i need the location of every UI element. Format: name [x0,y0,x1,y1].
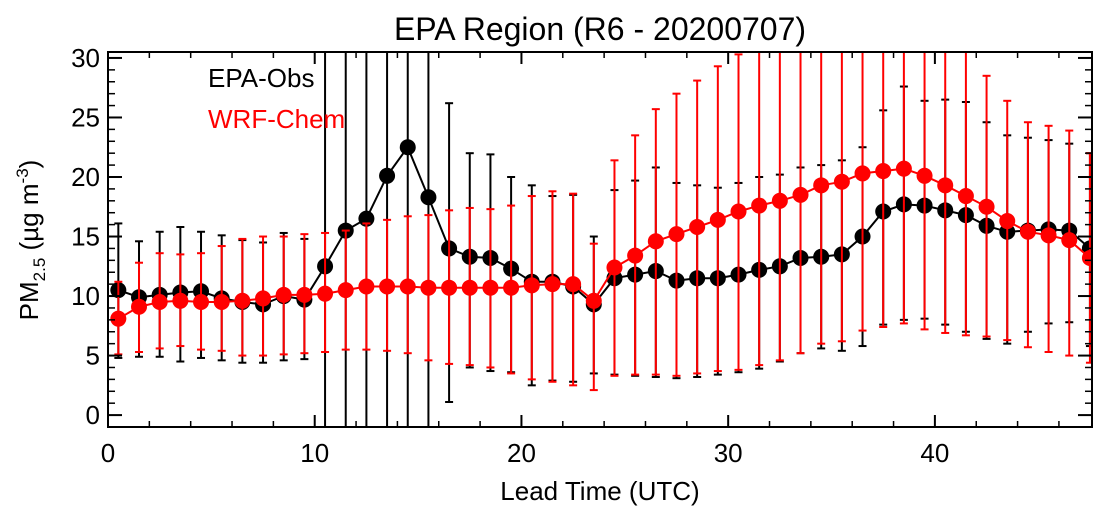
data-point [751,197,768,214]
y-axis-label-sup: -3 [13,168,32,183]
data-point [420,279,437,296]
chart-title: EPA Region (R6 - 20200707) [394,11,806,47]
data-point [503,279,520,296]
data-point [172,292,189,309]
data-point [317,285,334,302]
data-point [999,213,1016,230]
plot-frame [107,51,1093,428]
data-point [399,278,416,295]
data-point [937,177,954,194]
legend-entry-1: WRF-Chem [208,104,345,134]
data-point [709,211,726,228]
data-point [523,277,540,294]
x-axis-label: Lead Time (UTC) [500,476,699,506]
y-tick-label: 30 [71,43,100,73]
data-point [627,247,644,264]
data-point [792,186,809,203]
data-point [668,226,685,243]
data-point [544,276,561,293]
data-point [854,165,871,182]
legend: EPA-Obs WRF-Chem [208,63,345,134]
data-point [379,278,396,295]
data-point [1061,232,1078,249]
axes: 0 10 20 30 40 0 5 10 15 20 25 30 [71,43,1093,468]
data-point [296,286,313,303]
y-tick-label: 20 [71,162,100,192]
y-tick-label: 15 [71,222,100,252]
data-point [441,279,458,296]
y-axis-label-close: ) [14,160,44,169]
plot-area [110,52,1092,427]
data-point [606,259,623,276]
data-point [1081,249,1092,266]
x-tick-label: 20 [507,438,536,468]
data-point [399,139,416,156]
data-point [358,278,375,295]
data-point [565,276,582,293]
data-point [771,192,788,209]
y-tick-label: 0 [86,400,100,430]
data-point [234,292,251,309]
y-tick-label: 5 [86,341,100,371]
data-point [461,279,478,296]
data-point [730,203,747,220]
data-point [482,279,499,296]
data-point [978,198,995,215]
data-point [833,173,850,190]
x-tick-label: 10 [300,438,329,468]
y-axis-label: PM2.5 (µg m-3) [13,160,49,321]
series-1 [110,52,1092,392]
data-point [875,163,892,180]
x-tick-label: 0 [101,438,115,468]
y-axis-label-main: PM [14,281,44,320]
data-point [916,167,933,184]
data-point [213,294,230,310]
data-point [255,290,272,307]
data-point [689,219,706,235]
data-point [1019,223,1036,240]
data-point [647,233,664,250]
x-tick-label: 30 [714,438,743,468]
data-point [337,282,354,299]
data-point [1040,227,1057,244]
data-point [957,188,974,205]
data-point [379,167,396,184]
data-point [131,298,148,315]
data-point [895,160,912,177]
data-point [151,294,168,310]
x-tick-label: 40 [920,438,949,468]
legend-entry-0: EPA-Obs [208,63,314,93]
y-axis-label-unit: (µg m [14,183,44,257]
data-point [813,177,830,194]
data-point [275,286,292,303]
y-axis-label-sub: 2.5 [30,258,49,282]
data-point [193,294,210,310]
data-point [110,310,127,327]
data-point [420,189,437,206]
y-tick-label: 10 [71,281,100,311]
y-tick-label: 25 [71,102,100,132]
data-point [585,292,602,309]
